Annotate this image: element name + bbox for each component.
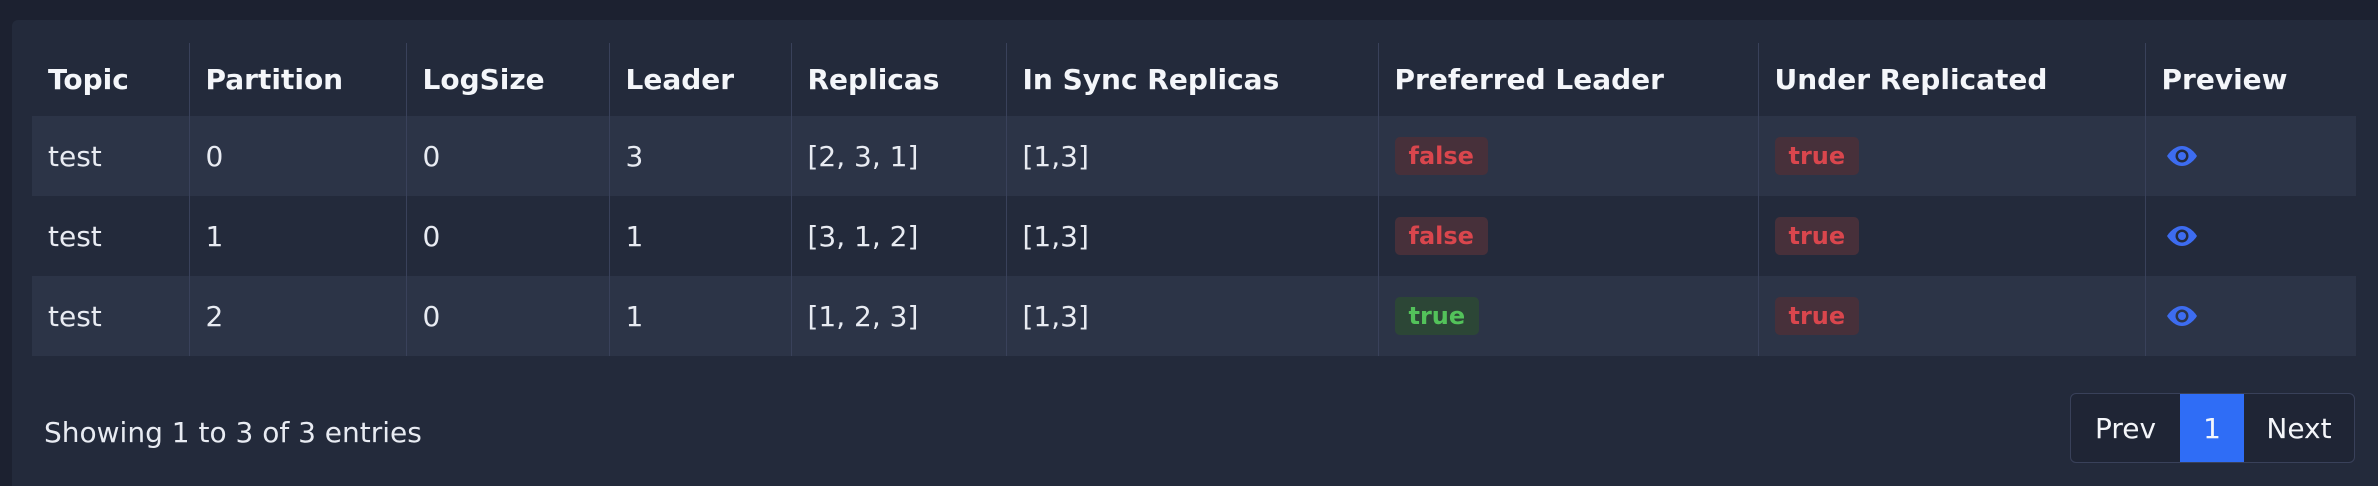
cell-under-replicated: true xyxy=(1757,276,2145,356)
cell-partition: 1 xyxy=(188,196,406,276)
cell-in-sync-replicas: [1,3] xyxy=(1005,276,1378,356)
eye-icon[interactable] xyxy=(2162,296,2202,336)
cell-leader: 3 xyxy=(608,116,791,196)
cell-partition: 2 xyxy=(188,276,406,356)
cell-preview xyxy=(2144,196,2356,276)
table-row: test 1 0 1 [3, 1, 2] [1,3] false true xyxy=(32,196,2356,276)
cell-topic: test xyxy=(32,196,189,276)
page-1-button[interactable]: 1 xyxy=(2180,394,2244,462)
preferred-leader-badge: true xyxy=(1394,297,1480,335)
cell-preferred-leader: false xyxy=(1377,196,1758,276)
cell-leader: 1 xyxy=(608,276,791,356)
prev-page-button[interactable]: Prev xyxy=(2094,411,2157,445)
table-row: test 2 0 1 [1, 2, 3] [1,3] true true xyxy=(32,276,2356,356)
cell-logsize: 0 xyxy=(405,196,609,276)
cell-replicas: [3, 1, 2] xyxy=(790,196,1006,276)
column-header-preferred-leader[interactable]: Preferred Leader xyxy=(1377,43,1758,116)
cell-under-replicated: true xyxy=(1757,116,2145,196)
preferred-leader-badge: false xyxy=(1394,217,1488,255)
under-replicated-badge: true xyxy=(1774,217,1860,255)
cell-leader: 1 xyxy=(608,196,791,276)
column-header-in-sync-replicas[interactable]: In Sync Replicas xyxy=(1005,43,1378,116)
preferred-leader-badge: false xyxy=(1394,137,1488,175)
cell-under-replicated: true xyxy=(1757,196,2145,276)
cell-partition: 0 xyxy=(188,116,406,196)
partition-table: Topic Partition LogSize Leader Replicas … xyxy=(32,43,2356,356)
column-header-logsize[interactable]: LogSize xyxy=(405,43,609,116)
under-replicated-badge: true xyxy=(1774,137,1860,175)
cell-preview xyxy=(2144,276,2356,356)
cell-preview xyxy=(2144,116,2356,196)
column-header-leader[interactable]: Leader xyxy=(608,43,791,116)
table-row: test 0 0 3 [2, 3, 1] [1,3] false true xyxy=(32,116,2356,196)
column-header-topic[interactable]: Topic xyxy=(32,43,189,116)
pagination: Prev 1 Next xyxy=(2070,393,2355,463)
cell-in-sync-replicas: [1,3] xyxy=(1005,116,1378,196)
under-replicated-badge: true xyxy=(1774,297,1860,335)
cell-topic: test xyxy=(32,116,189,196)
eye-icon[interactable] xyxy=(2162,136,2202,176)
cell-logsize: 0 xyxy=(405,276,609,356)
cell-preferred-leader: false xyxy=(1377,116,1758,196)
cell-preferred-leader: true xyxy=(1377,276,1758,356)
column-header-under-replicated[interactable]: Under Replicated xyxy=(1757,43,2145,116)
cell-topic: test xyxy=(32,276,189,356)
entries-summary: Showing 1 to 3 of 3 entries xyxy=(44,416,422,449)
next-page-button[interactable]: Next xyxy=(2266,411,2332,445)
cell-replicas: [2, 3, 1] xyxy=(790,116,1006,196)
cell-in-sync-replicas: [1,3] xyxy=(1005,196,1378,276)
column-header-preview: Preview xyxy=(2144,43,2356,116)
table-header-row: Topic Partition LogSize Leader Replicas … xyxy=(32,43,2356,116)
cell-replicas: [1, 2, 3] xyxy=(790,276,1006,356)
column-header-partition[interactable]: Partition xyxy=(188,43,406,116)
eye-icon[interactable] xyxy=(2162,216,2202,256)
column-header-replicas[interactable]: Replicas xyxy=(790,43,1006,116)
cell-logsize: 0 xyxy=(405,116,609,196)
